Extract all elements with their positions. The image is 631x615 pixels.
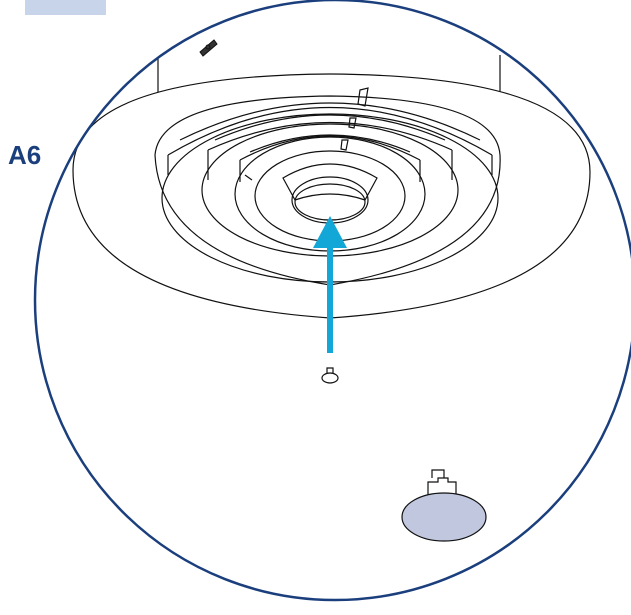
plug-icon xyxy=(401,469,487,542)
louvre-arc-3 xyxy=(207,121,453,151)
arrow-up-icon xyxy=(313,216,347,353)
louvre-arc-6 xyxy=(249,134,411,153)
louvre-arc-5 xyxy=(239,135,421,161)
ring-notch-1 xyxy=(357,87,369,107)
screw-icon xyxy=(199,39,218,57)
louvre-arc-4 xyxy=(214,114,446,141)
corner-tab xyxy=(25,0,106,15)
small-post xyxy=(321,372,339,384)
zoom-circle xyxy=(33,0,631,602)
louvre-arc-1 xyxy=(167,107,493,156)
step-label: A6 xyxy=(8,140,42,170)
louvre-arc-2 xyxy=(179,102,481,141)
center-button-face xyxy=(294,183,366,221)
grille-flange xyxy=(154,95,501,286)
outer-dome xyxy=(72,73,591,319)
inner-cone xyxy=(282,163,378,201)
